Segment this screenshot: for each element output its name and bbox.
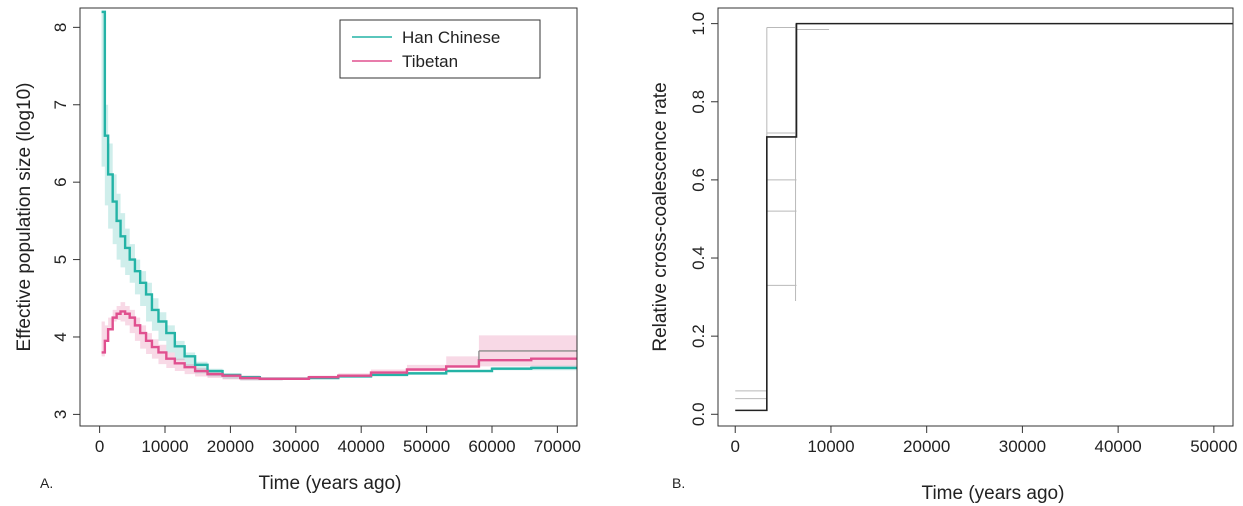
panel-a-y-tick-label: 4	[51, 332, 70, 341]
panel-a-series-lines	[101, 10, 577, 380]
panel-b-x-tick-label: 20000	[903, 437, 950, 456]
legend-label-han: Han Chinese	[402, 28, 500, 47]
panel-a: 0 10000 20000 30000 40000 50000 60000 70000 3 4 5…	[14, 7, 581, 494]
panel-b-x-tick-label: 10000	[807, 437, 854, 456]
panel-a-y-tick-label: 3	[51, 410, 70, 419]
series-line-cross-coalescence	[735, 22, 1233, 412]
panel-b-label: B.	[672, 475, 685, 491]
panel-a-y-axis-label: Effective population size (log10)	[14, 83, 35, 352]
panel-a-x-tick-label: 0	[95, 437, 104, 456]
panel-a-x-tick-label: 60000	[468, 437, 515, 456]
panel-b-x-tick-label: 40000	[1094, 437, 1141, 456]
panel-a-x-tick-label: 20000	[207, 437, 254, 456]
panel-a-x-tick-label: 30000	[272, 437, 319, 456]
panel-b-x-tick-label: 30000	[999, 437, 1046, 456]
panel-b-y-tick-label: 0.6	[689, 168, 708, 192]
legend-label-tibetan: Tibetan	[402, 52, 458, 71]
panel-b-y-tick-label: 0.4	[689, 246, 708, 270]
panel-b-y-axis-label: Relative cross-coalescence rate	[650, 82, 671, 351]
panel-a-confidence-bands	[101, 11, 577, 381]
panel-a-y-tick-label: 5	[51, 255, 70, 264]
panel-b-y-axis: 0.0 0.2 0.4 0.6 0.8 1.0	[689, 12, 719, 426]
panel-b-y-tick-label: 0.2	[689, 324, 708, 348]
panel-b: 0 10000 20000 30000 40000 50000 0.00.20.40.60…	[650, 7, 1237, 504]
panel-a-label: A.	[40, 475, 53, 491]
panel-a-x-axis-label: Time (years ago)	[259, 473, 402, 494]
panel-b-series-lines	[735, 22, 1233, 412]
panel-b-y-tick-label: 1.0	[689, 12, 708, 36]
panel-b-x-tick-label: 50000	[1190, 437, 1237, 456]
panel-b-x-tick-label: 0	[730, 437, 739, 456]
panel-b-y-tick-label: 0.8	[689, 90, 708, 114]
panel-a-legend: Han Chinese Tibetan	[339, 19, 541, 79]
panel-a-x-tick-label: 40000	[338, 437, 385, 456]
panel-a-y-tick-label: 6	[51, 177, 70, 186]
panel-b-x-axis: 0 10000 20000 30000 40000 50000	[730, 425, 1237, 456]
panel-a-x-tick-label: 10000	[141, 437, 188, 456]
panel-a-x-tick-label: 50000	[403, 437, 450, 456]
panel-b-faint-steps	[735, 23, 830, 400]
panel-a-x-tick-label: 70000	[534, 437, 581, 456]
panel-a-y-tick-label: 7	[51, 100, 70, 109]
panel-a-y-tick-label: 8	[51, 23, 70, 32]
panel-b-x-axis-label: Time (years ago)	[922, 483, 1065, 504]
panel-a-x-axis: 0 10000 20000 30000 40000 50000 60000 70000	[95, 425, 581, 456]
panel-b-y-tick-label: 0.0	[689, 402, 708, 426]
confidence-band-tibetan	[101, 302, 577, 381]
series-line-tibetan	[101, 310, 577, 380]
panel-a-y-axis: 3 4 5 6 7 8	[51, 23, 81, 419]
legend-box	[339, 19, 541, 79]
